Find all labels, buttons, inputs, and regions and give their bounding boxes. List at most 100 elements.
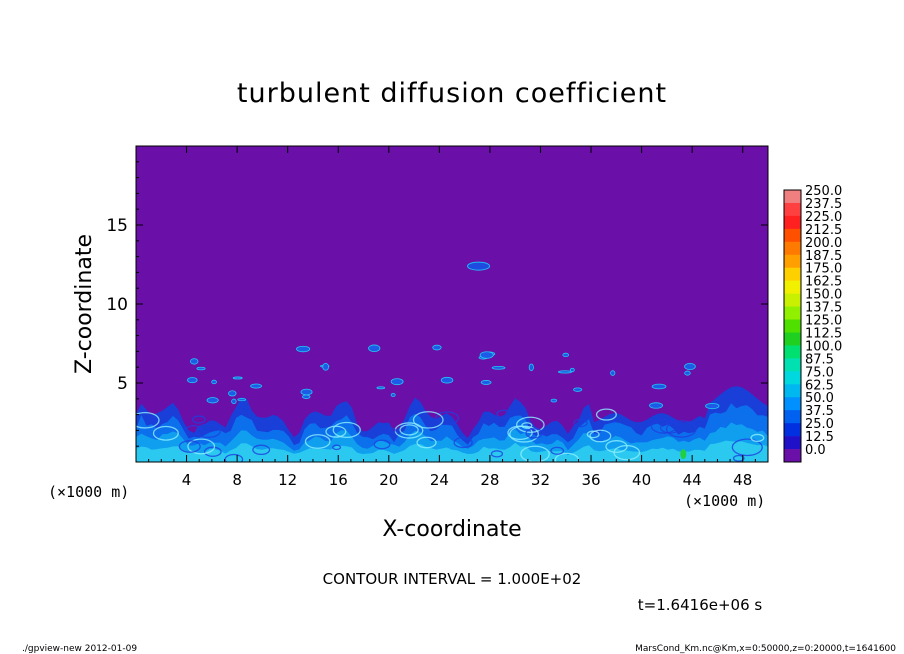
x-tick-label: 48 <box>733 471 752 489</box>
turbulent-patch <box>232 376 243 380</box>
colorbar-label: 237.5 <box>805 197 842 212</box>
turbulent-patch <box>440 376 454 384</box>
eddy <box>304 434 331 449</box>
x-axis: 4 8 12 16 20 24 28 32 36 40 44 48 <box>148 146 756 489</box>
turbulent-patch <box>187 377 198 384</box>
eddy <box>732 454 745 462</box>
eddy <box>589 429 612 443</box>
colorbar-label: 187.5 <box>805 249 842 264</box>
colorbar-label: 112.5 <box>805 326 842 341</box>
time-label: t=1.6416e+06 s <box>638 596 763 614</box>
eddy <box>195 423 222 439</box>
eddy <box>224 453 244 462</box>
contour-interval: CONTOUR INTERVAL = 1.000E+02 <box>323 570 582 588</box>
colorbar-label: 212.5 <box>805 223 842 238</box>
turbulent-patch <box>206 397 219 404</box>
turbulent-patch <box>237 398 247 402</box>
colorbar-swatch <box>784 254 801 269</box>
colorbar-label: 225.0 <box>805 210 842 225</box>
turbulent-patch <box>684 363 696 371</box>
colorbar-swatch <box>784 423 801 437</box>
turbulent-patch <box>550 398 558 403</box>
colorbar-swatch <box>784 384 801 398</box>
turbulent-patch <box>528 363 534 372</box>
colorbar-label: 50.0 <box>805 391 834 406</box>
turbulent-patch <box>573 387 583 392</box>
x-axis-label: X-coordinate <box>382 517 521 542</box>
eddy <box>332 444 342 451</box>
turbulent-patch <box>228 390 237 397</box>
colorbar-swatch <box>784 280 801 294</box>
turbulent-patch <box>562 352 570 357</box>
colorbar-label: 137.5 <box>805 301 842 316</box>
turbulent-patch <box>390 378 404 386</box>
x-tick-label: 4 <box>182 471 192 489</box>
colorbar-swatch <box>784 371 801 385</box>
x-tick-label: 28 <box>480 471 499 489</box>
x-tick-label: 44 <box>683 471 702 489</box>
footer-left: ./gpview-new 2012-01-09 <box>22 644 137 654</box>
colorbar-swatch <box>784 345 801 359</box>
x-tick-label: 24 <box>430 471 449 489</box>
eddy <box>490 450 504 458</box>
eddy <box>187 438 216 455</box>
eddy <box>373 439 391 450</box>
turbulent-patch <box>368 344 381 353</box>
turbulent-patch <box>610 370 616 376</box>
colorbar-swatch <box>784 215 801 230</box>
colorbar-swatch <box>784 319 801 333</box>
eddy <box>399 424 419 436</box>
eddy <box>550 446 565 455</box>
eddy <box>203 446 222 457</box>
colorbar-swatch <box>784 190 801 204</box>
x-unit-label-right: (×1000 m) <box>684 492 765 510</box>
eddy <box>191 415 206 424</box>
turbulent-patch <box>705 402 720 410</box>
eddy <box>152 425 179 441</box>
turbulent-patch <box>480 380 492 385</box>
x-tick-label: 36 <box>581 471 600 489</box>
eddy <box>605 440 628 453</box>
turbulent-patch <box>569 367 575 373</box>
turbulent-patch <box>390 393 396 397</box>
turbulent-patch <box>296 345 311 353</box>
colorbar-label: 0.0 <box>805 443 826 458</box>
turbulent-patch <box>211 379 217 385</box>
colorbar-swatch <box>784 397 801 411</box>
eddy <box>595 408 617 421</box>
colorbar: 250.0237.5225.0212.5200.0187.5175.0162.5… <box>783 184 842 463</box>
turbulence-field <box>136 261 768 462</box>
colorbar-swatch <box>784 241 801 256</box>
colorbar-swatch <box>784 267 801 281</box>
colorbar-label: 100.0 <box>805 339 842 354</box>
colorbar-swatch <box>784 306 801 320</box>
x-unit-label: (×1000 m) <box>48 483 129 501</box>
chart-title: turbulent diffusion coefficient <box>237 78 667 109</box>
colorbar-swatch <box>784 358 801 372</box>
y-tick-label: 10 <box>106 295 128 315</box>
y-axis-label: Z-coordinate <box>72 234 97 374</box>
high-value-spot <box>680 449 687 460</box>
y-tick-label: 5 <box>117 374 128 394</box>
turbulent-patch <box>302 394 311 399</box>
colorbar-swatch <box>784 202 801 217</box>
x-tick-label: 32 <box>531 471 550 489</box>
x-tick-label: 8 <box>232 471 242 489</box>
eddy <box>731 438 763 457</box>
eddy <box>453 436 473 449</box>
upper-patch <box>467 261 491 271</box>
x-tick-label: 12 <box>278 471 297 489</box>
colorbar-label: 250.0 <box>805 184 842 199</box>
colorbar-label: 25.0 <box>805 417 834 432</box>
turbulent-patch <box>651 383 667 390</box>
colorbar-swatch <box>784 410 801 424</box>
colorbar-frame <box>783 189 802 463</box>
colorbar-label: 162.5 <box>805 275 842 290</box>
colorbar-label: 125.0 <box>805 314 842 329</box>
eddy <box>650 418 678 434</box>
y-axis: 5 10 15 <box>106 161 768 447</box>
eddy <box>148 416 159 423</box>
colorbar-swatch <box>784 449 801 463</box>
eddy <box>573 418 588 428</box>
